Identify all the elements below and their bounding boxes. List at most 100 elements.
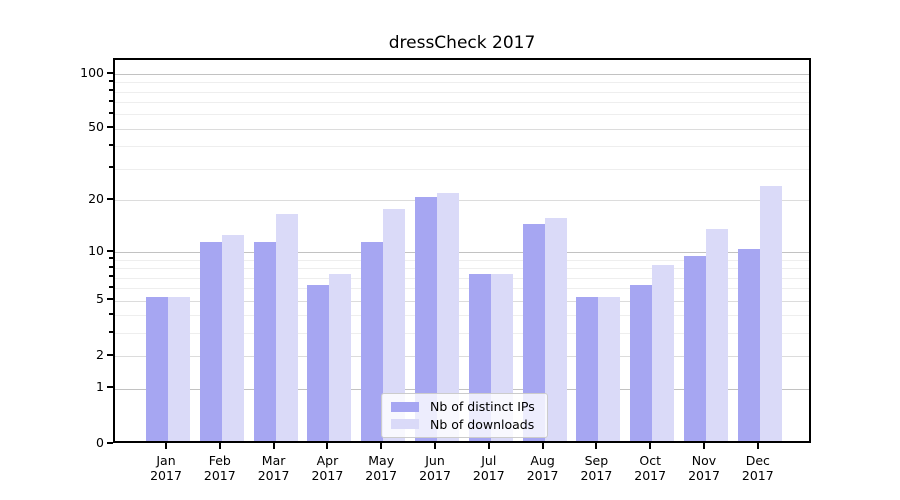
y-minor-tick-mark-6: [109, 285, 113, 288]
chart-title: dressCheck 2017: [388, 33, 536, 53]
x-tick-label-nov: Nov 2017: [672, 453, 736, 483]
x-tick-mark-jun: [434, 443, 436, 449]
gridline-90: [115, 82, 809, 84]
bar-distinct-ips-jun: [415, 196, 437, 441]
gridline-20: [115, 200, 809, 202]
x-tick-mark-sep: [595, 443, 598, 449]
y-minor-tick-mark-2: [109, 353, 113, 356]
x-tick-mark-apr: [326, 443, 329, 449]
x-tick-month: Dec: [745, 453, 770, 468]
x-tick-year: 2017: [634, 468, 667, 483]
x-tick-month: Mar: [261, 453, 286, 468]
x-tick-year: 2017: [203, 468, 236, 483]
y-tick-label-100: 100: [80, 64, 104, 80]
bar-distinct-ips-apr: [307, 284, 330, 441]
y-tick-mark-0: [107, 442, 113, 444]
bar-distinct-ips-mar: [253, 241, 276, 441]
y-tick-label-2: 2: [96, 346, 104, 362]
bar-distinct-ips-nov: [684, 256, 706, 441]
x-tick-mark-jul: [487, 443, 490, 449]
x-tick-mark-nov: [703, 443, 705, 449]
x-tick-year: 2017: [257, 468, 290, 483]
gridline-2: [115, 356, 809, 358]
gridline-40: [115, 146, 809, 148]
gridline-5: [115, 300, 809, 302]
bar-downloads-aug: [544, 218, 567, 441]
y-minor-tick-mark-5: [109, 298, 113, 301]
gridline-100: [115, 74, 809, 75]
gridline-3: [115, 333, 809, 335]
bar-downloads-dec: [759, 185, 782, 441]
y-tick-label-10: 10: [88, 242, 104, 258]
bar-downloads-may: [383, 209, 406, 441]
x-tick-mark-jan: [165, 443, 167, 449]
bar-distinct-ips-dec: [737, 248, 760, 441]
bar-distinct-ips-may: [361, 241, 384, 441]
y-tick-label-5: 5: [96, 291, 104, 307]
gridline-8: [115, 268, 809, 270]
y-minor-tick-mark-70: [109, 99, 113, 102]
y-tick-label-1: 1: [96, 379, 104, 395]
y-tick-label-20: 20: [88, 190, 104, 206]
bar-downloads-nov: [706, 229, 728, 441]
y-minor-tick-mark-90: [109, 79, 113, 82]
x-tick-mark-oct: [649, 443, 652, 449]
y-tick-mark-10: [107, 249, 113, 252]
gridline-1: [115, 388, 809, 390]
gridline-70: [115, 102, 809, 104]
y-minor-tick-mark-3: [109, 330, 113, 333]
gridline-50: [115, 128, 809, 130]
y-minor-tick-mark-30: [109, 166, 113, 169]
legend-swatch-downloads: [391, 419, 419, 430]
bar-distinct-ips-oct: [630, 284, 653, 441]
y-tick-label-0: 0: [96, 435, 104, 450]
x-tick-label-may: May 2017: [349, 453, 413, 483]
x-tick-month: May: [368, 453, 395, 468]
x-tick-month: Aug: [530, 453, 555, 468]
bar-distinct-ips-jan: [146, 297, 168, 441]
x-tick-year: 2017: [688, 468, 720, 483]
x-tick-month: Nov: [691, 453, 717, 468]
y-tick-label-50: 50: [88, 119, 104, 135]
y-minor-tick-mark-50: [109, 126, 113, 129]
x-tick-label-feb: Feb 2017: [188, 453, 252, 483]
bar-downloads-jun: [437, 192, 459, 441]
x-tick-month: Apr: [316, 453, 339, 468]
y-minor-tick-mark-40: [109, 143, 113, 146]
bar-downloads-mar: [275, 213, 298, 441]
gridline-30: [115, 168, 809, 170]
gridline-4: [115, 315, 809, 317]
x-tick-label-jun: Jun 2017: [403, 453, 467, 483]
x-tick-label-dec: Dec 2017: [726, 453, 790, 483]
legend-entry-distinct-ips: Nb of distinct IPs: [391, 399, 538, 414]
legend-swatch-distinct-ips: [391, 401, 419, 412]
bar-downloads-oct: [652, 264, 675, 441]
y-tick-mark-1: [107, 386, 113, 389]
y-minor-tick-mark-8: [109, 265, 113, 268]
legend-label-downloads: Nb of downloads: [430, 416, 535, 432]
y-minor-tick-mark-60: [109, 111, 113, 114]
x-tick-month: Jun: [425, 453, 445, 468]
x-tick-year: 2017: [150, 468, 182, 483]
x-tick-month: Jan: [156, 453, 176, 468]
legend-label-distinct-ips: Nb of distinct IPs: [430, 399, 535, 415]
y-minor-tick-mark-7: [109, 275, 113, 278]
x-tick-label-jan: Jan 2017: [134, 453, 198, 483]
gridline-7: [115, 277, 809, 279]
x-tick-mark-mar: [272, 443, 275, 449]
y-minor-tick-mark-4: [109, 312, 113, 315]
x-tick-mark-may: [380, 443, 383, 449]
x-tick-year: 2017: [526, 468, 559, 483]
gridline-9: [115, 259, 809, 261]
y-tick-mark-100: [107, 71, 113, 74]
x-tick-label-oct: Oct 2017: [618, 453, 682, 483]
x-tick-year: 2017: [311, 468, 344, 483]
legend: Nb of distinct IPs Nb of downloads: [381, 393, 548, 438]
bar-distinct-ips-feb: [199, 241, 222, 441]
x-tick-year: 2017: [419, 468, 451, 483]
y-minor-tick-mark-80: [109, 89, 113, 92]
y-minor-tick-mark-9: [109, 257, 113, 260]
gridline-10: [115, 252, 809, 253]
x-tick-label-jul: Jul 2017: [457, 453, 521, 483]
